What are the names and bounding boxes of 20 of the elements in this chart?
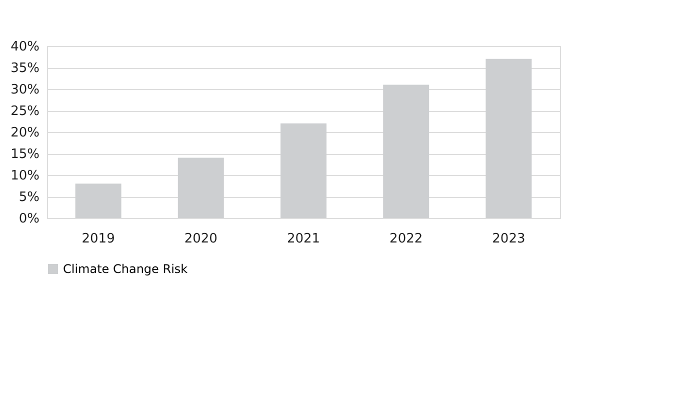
bar [178,158,224,218]
x-tick-label: 2020 [184,232,218,246]
x-tick-label: 2022 [390,232,423,246]
y-tick-label: 40% [10,40,40,54]
y-tick-label: 10% [10,168,40,184]
y-tick-label: 35% [10,61,40,76]
y-tick-label: 15% [10,147,40,162]
bar [75,184,122,218]
x-tick-label: 2023 [492,232,526,246]
bar [383,84,430,218]
x-tick-label: 2019 [82,232,115,246]
y-tick-label: 20% [10,126,40,140]
y-tick-label: 30% [10,82,40,98]
y-tick-label: 0% [18,212,40,226]
y-tick-label: 25% [10,104,40,119]
bar [280,123,326,218]
legend-label: Climate Change Risk [63,262,188,276]
y-tick-label: 5% [18,190,40,205]
x-tick-label: 2021 [286,232,320,246]
bar [486,58,532,218]
